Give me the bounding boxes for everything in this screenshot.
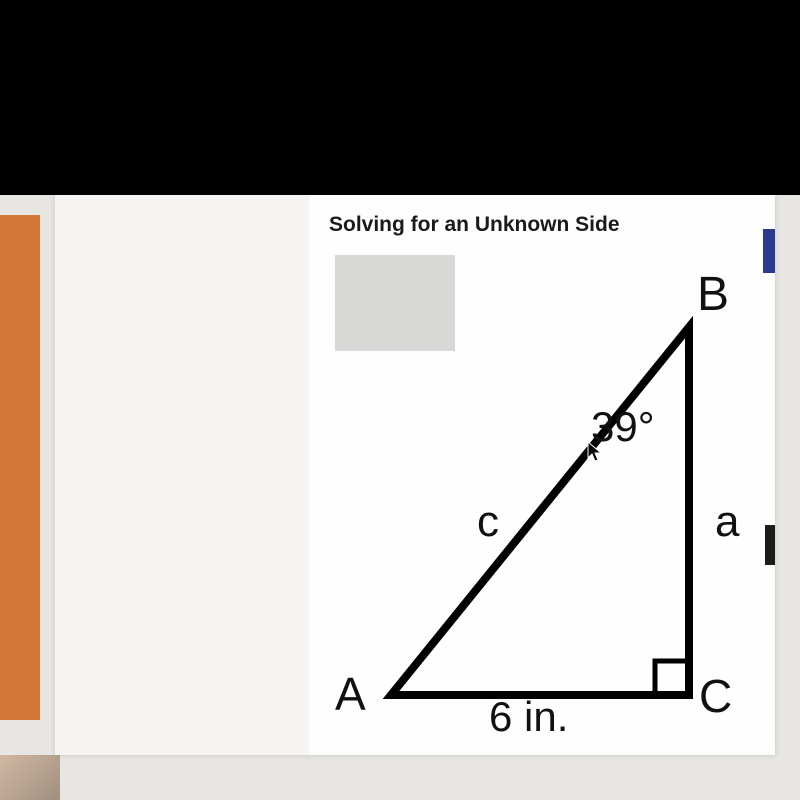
card-title: Solving for an Unknown Side — [329, 213, 755, 237]
orange-sidebar-strip — [0, 215, 40, 720]
thumbnail-corner — [0, 755, 60, 800]
top-black-bar — [0, 0, 800, 195]
diagram-card: Solving for an Unknown Side B 39° c a A … — [309, 195, 775, 755]
vertex-label-b: B — [697, 267, 729, 322]
vertex-label-a: A — [335, 667, 366, 721]
side-label-c: c — [477, 497, 499, 547]
figure-wrap: B 39° c a A C 6 in. — [329, 249, 749, 749]
vertex-label-c: C — [699, 669, 732, 723]
triangle-svg — [329, 249, 749, 749]
right-edge-accent — [763, 229, 775, 273]
base-label: 6 in. — [489, 693, 568, 741]
right-angle-marker — [655, 661, 689, 695]
content-area: Solving for an Unknown Side B 39° c a A … — [0, 195, 800, 800]
page-panel: Solving for an Unknown Side B 39° c a A … — [55, 195, 775, 755]
right-edge-accent-2 — [765, 525, 775, 565]
side-label-a: a — [715, 497, 739, 547]
triangle-shape — [391, 327, 689, 695]
mouse-cursor-icon — [587, 441, 605, 471]
